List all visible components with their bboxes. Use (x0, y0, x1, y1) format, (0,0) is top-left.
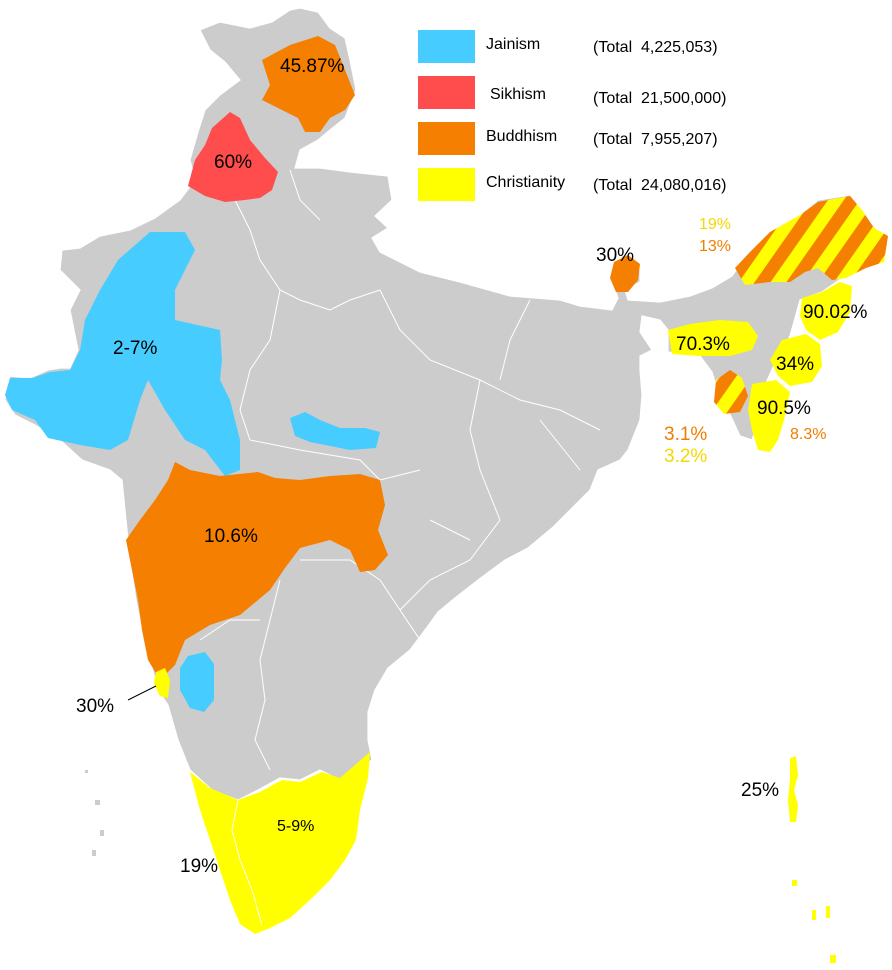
label-arunachal-buddhist: 13% (699, 238, 732, 255)
andaman-islands (788, 756, 836, 963)
label-mizoram: 90.5% (757, 398, 811, 419)
state-borders (199, 169, 601, 771)
legend: Jainism (Total 4,225,053) Sikhism (Total… (418, 30, 778, 214)
label-tripura-buddhist: 3.1% (664, 424, 708, 445)
legend-swatch-jainism (418, 30, 475, 63)
label-punjab: 60% (214, 152, 253, 173)
legend-label: Sikhism (490, 86, 547, 103)
label-ladakh: 45.87% (280, 56, 345, 77)
label-nagaland: 90.02% (803, 302, 868, 323)
label-tripura-christian: 3.2% (664, 446, 708, 467)
tripura-striped (714, 370, 748, 414)
christianity-meghalaya (668, 320, 758, 356)
legend-item-buddhism: Buddhism (Total 7,955,207) (418, 122, 778, 168)
label-mizoram-buddhist: 8.3% (790, 426, 827, 443)
buddhism-ladakh (262, 36, 355, 132)
christianity-south (190, 752, 370, 934)
legend-swatch-buddhism (418, 122, 475, 155)
legend-total: (Total 21,500,000) (593, 90, 727, 107)
christianity-goa (154, 668, 170, 698)
legend-label: Christianity (486, 174, 566, 191)
legend-swatch-christianity (418, 168, 475, 201)
label-maharashtra: 10.6% (204, 526, 258, 547)
label-goa: 30% (76, 696, 115, 717)
goa-pointer-line (127, 685, 157, 701)
christianity-mizoram (748, 380, 790, 452)
label-arunachal-christian: 19% (699, 216, 732, 233)
label-meghalaya: 70.3% (676, 334, 730, 355)
arunachal-striped (735, 196, 888, 285)
sikhism-punjab (188, 112, 278, 202)
label-manipur: 34% (776, 354, 815, 375)
legend-total: (Total 4,225,053) (593, 39, 718, 56)
label-rajasthan-gujarat: 2-7% (113, 338, 158, 359)
legend-total: (Total 24,080,016) (593, 177, 727, 194)
label-andaman: 25% (741, 780, 780, 801)
buddhism-sikkim (610, 255, 640, 292)
label-kerala: 19% (180, 856, 219, 877)
legend-total: (Total 7,955,207) (593, 131, 718, 148)
legend-item-christianity: Christianity (Total 24,080,016) (418, 168, 778, 214)
legend-item-sikhism: Sikhism (Total 21,500,000) (418, 76, 778, 122)
jainism-rajasthan-gujarat (5, 232, 240, 476)
legend-swatch-sikhism (418, 76, 475, 109)
christianity-nagaland (800, 282, 852, 340)
label-tamilnadu: 5-9% (277, 818, 315, 835)
christianity-manipur (770, 334, 822, 386)
legend-item-jainism: Jainism (Total 4,225,053) (418, 30, 778, 76)
jainism-karnataka (180, 652, 214, 712)
legend-label: Buddhism (486, 128, 558, 145)
lakshadweep-islands (85, 770, 104, 856)
buddhism-maharashtra (126, 462, 388, 680)
kerala-border (231, 799, 263, 926)
label-sikkim: 30% (596, 245, 635, 266)
legend-label: Jainism (486, 36, 541, 53)
jainism-madhya-pradesh (290, 412, 380, 450)
